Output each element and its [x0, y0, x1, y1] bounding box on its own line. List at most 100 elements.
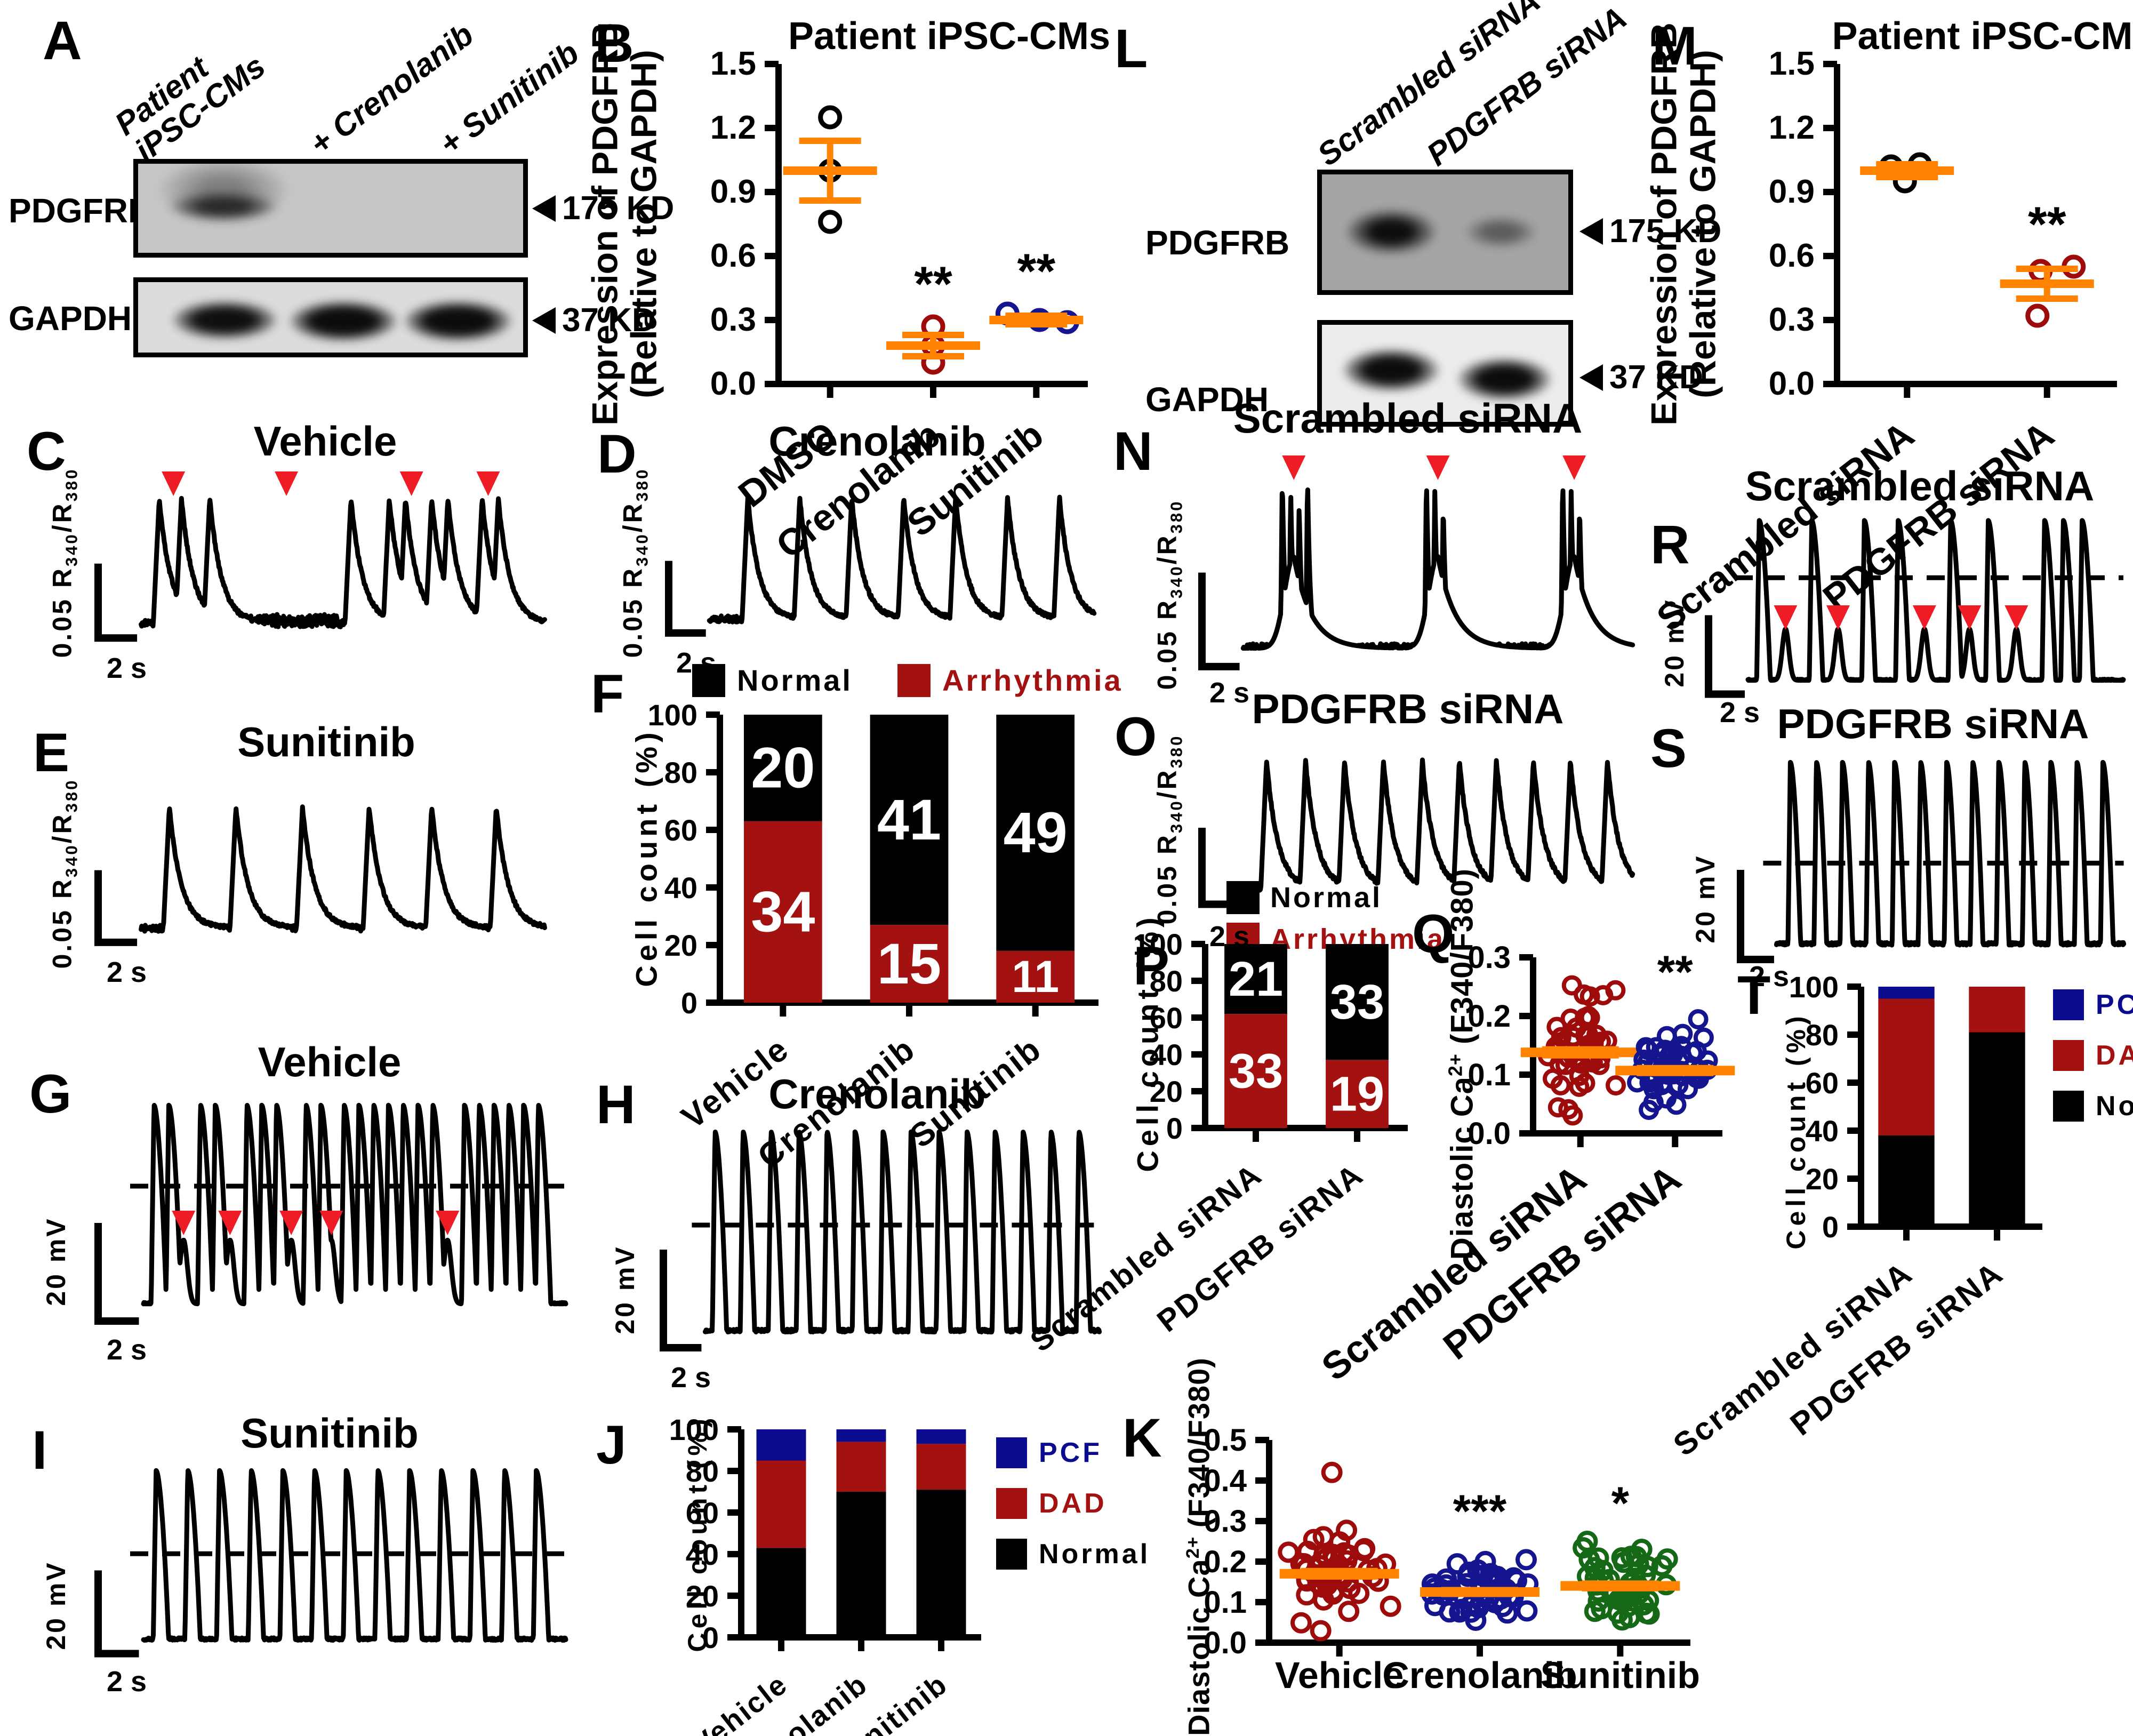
y-tick-label: 0.6 — [1769, 237, 1815, 274]
data-point — [1575, 1073, 1595, 1093]
blot-row-label: GAPDH — [1145, 380, 1269, 419]
data-point — [1638, 1603, 1660, 1625]
bar-count-label: 33 — [1229, 1044, 1283, 1098]
y-tick-label: 100 — [1133, 927, 1183, 961]
y-tick-label: 0.2 — [1204, 1545, 1247, 1579]
panel-r-title: Scrambled siRNA — [1745, 462, 2095, 509]
left-arrowhead-icon — [532, 307, 556, 334]
data-point — [1651, 1044, 1672, 1065]
data-point — [1550, 1075, 1571, 1095]
panel-i-letter: I — [32, 1420, 47, 1481]
trace-line — [139, 495, 547, 629]
scale-bar — [94, 563, 138, 642]
bar-segment — [836, 1492, 886, 1637]
data-point — [1591, 1598, 1613, 1620]
red-arrowhead-icon — [1282, 455, 1306, 480]
y-tick-label: 20 — [1150, 1075, 1183, 1108]
y-tick-label: 1.5 — [710, 45, 756, 82]
y-tick-label: 60 — [1806, 1066, 1839, 1100]
data-point — [1651, 1555, 1673, 1577]
blot-band — [1458, 358, 1551, 401]
time-scale-label: 2 s — [107, 1666, 147, 1698]
red-arrowhead-icon — [319, 1211, 343, 1235]
scale-bar — [660, 1250, 702, 1351]
ca-scale-label: 0.05 R340/R380 — [1152, 734, 1186, 925]
y-tick-label: 0.1 — [1468, 1058, 1511, 1092]
bar-segment — [1326, 1060, 1389, 1128]
y-tick-label: 0 — [681, 986, 697, 1020]
bar-segment — [996, 950, 1075, 1003]
bar-count-label: 41 — [877, 787, 941, 852]
bar-count-label: 33 — [1330, 975, 1384, 1029]
pdgfrb-blot — [133, 159, 528, 258]
legend-swatch — [2053, 989, 2084, 1020]
bar-segment — [756, 1460, 806, 1548]
panel-c-letter: C — [27, 421, 66, 482]
red-arrowhead-icon — [1826, 605, 1850, 630]
x-tick-label: Vehicle — [1275, 1654, 1404, 1696]
x-tick-label: Vehicle — [687, 1668, 793, 1736]
panel-m-chart: 0.0 0.3 0.6 0.9 1.2 1.5 Patient iPSC-CMs Scramb… — [1649, 15, 2133, 639]
data-point — [1339, 1578, 1361, 1599]
y-tick-label: 0.3 — [1769, 301, 1815, 338]
y-tick-label: 0.0 — [710, 365, 756, 402]
y-tick-label: 0.9 — [1769, 173, 1815, 210]
bar-segment — [1878, 998, 1935, 1135]
marker-37kd: 37 KD — [532, 301, 656, 339]
panel-q-letter: Q — [1412, 903, 1455, 964]
time-scale-label: 2 s — [676, 647, 717, 679]
data-point — [1643, 1092, 1664, 1113]
bar-segment — [1224, 944, 1287, 1014]
legend-label: Normal — [1039, 1539, 1150, 1570]
y-tick-label: 100 — [669, 1413, 719, 1446]
scale-bar — [1737, 870, 1774, 963]
y-tick-label: 40 — [686, 1538, 719, 1571]
panel-t-letter: T — [1737, 965, 1771, 1026]
bar-count-label: 21 — [1229, 952, 1283, 1006]
data-point — [1611, 1609, 1633, 1631]
legend-swatch — [996, 1437, 1027, 1468]
time-scale-label: 2 s — [107, 1334, 147, 1366]
panel-o-trace — [1198, 757, 1635, 908]
data-point — [1303, 1529, 1325, 1550]
bar-segment — [1326, 944, 1389, 1060]
y-tick-label: 80 — [1806, 1018, 1839, 1052]
data-point — [1460, 1595, 1481, 1617]
x-tick-label: Crenolanib — [1382, 1654, 1577, 1696]
legend-label: DAD — [1039, 1488, 1107, 1519]
panel-n-letter: N — [1113, 421, 1153, 482]
y-tick-label: 0 — [1166, 1111, 1183, 1145]
mean-bar — [989, 316, 1084, 324]
panel-n-trace — [1198, 455, 1635, 670]
y-tick-label: 100 — [1789, 970, 1839, 1004]
trace-line — [141, 1102, 568, 1307]
y-tick-label: 0.0 — [1769, 365, 1815, 402]
y-tick-label: 40 — [664, 871, 697, 905]
red-arrowhead-icon — [399, 471, 423, 496]
left-arrowhead-icon — [1579, 218, 1603, 245]
time-scale-label: 2 s — [107, 652, 147, 684]
y-tick-label: 60 — [1150, 1001, 1183, 1035]
bar-segment — [756, 1548, 806, 1637]
panel-l-letter: L — [1114, 18, 1148, 79]
significance: ** — [2028, 197, 2066, 252]
blot-band — [1346, 209, 1437, 254]
data-point — [1686, 1041, 1707, 1061]
data-point — [1651, 1074, 1672, 1094]
red-arrowhead-icon — [1958, 605, 1982, 630]
data-point — [1606, 1075, 1626, 1096]
y-tick-label: 0.3 — [710, 301, 756, 338]
panel-p-letter: P — [1133, 935, 1170, 996]
data-point — [1593, 985, 1614, 1005]
trace-line — [1745, 518, 2126, 683]
trace-line — [139, 804, 547, 934]
data-point — [1313, 1589, 1335, 1611]
panel-d-title: Crenolanib — [768, 418, 986, 465]
panel-h-letter: H — [596, 1074, 636, 1135]
y-tick-label: 0.6 — [710, 237, 756, 274]
gapdh-blot — [133, 277, 528, 357]
trace-line — [1240, 487, 1635, 651]
bar-segment — [996, 715, 1075, 951]
